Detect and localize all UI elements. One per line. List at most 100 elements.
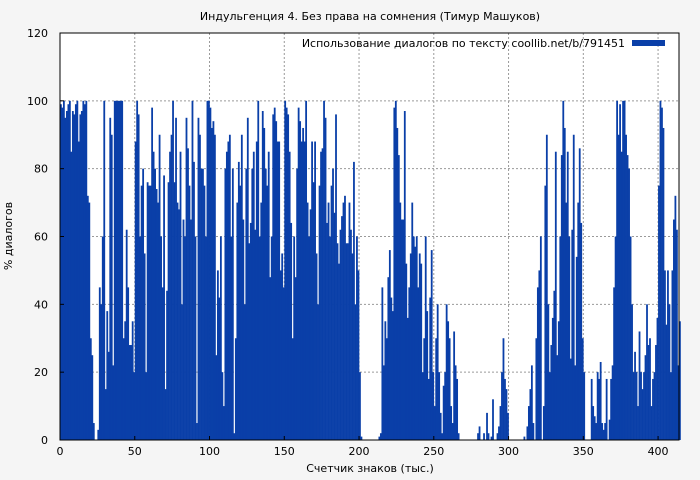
bar	[483, 433, 485, 440]
bar	[394, 100, 397, 440]
bar	[402, 219, 405, 440]
bar	[433, 406, 436, 440]
bar	[246, 117, 249, 440]
bar	[264, 168, 267, 441]
bar	[560, 155, 563, 440]
bar	[388, 250, 391, 440]
bar	[504, 378, 506, 440]
bar	[559, 236, 562, 440]
bar	[454, 365, 457, 440]
bar	[530, 365, 533, 440]
bar	[602, 429, 605, 440]
bar	[151, 107, 154, 441]
bar	[222, 406, 225, 440]
bar	[181, 304, 183, 440]
bar	[536, 287, 539, 441]
bar	[478, 426, 481, 440]
bar	[444, 372, 447, 440]
bar	[384, 321, 387, 440]
bar	[357, 270, 360, 440]
bar	[490, 436, 493, 440]
bar	[279, 270, 282, 440]
bar	[155, 189, 158, 440]
bar	[176, 202, 179, 440]
bar	[74, 104, 77, 440]
bar	[218, 297, 221, 440]
bar	[317, 304, 319, 440]
bar	[405, 263, 408, 440]
bar	[202, 168, 204, 441]
bar	[191, 100, 194, 440]
bar	[670, 372, 672, 440]
bar	[647, 345, 650, 440]
bar	[655, 345, 657, 440]
bar	[91, 355, 94, 440]
y-tick-label: 20	[34, 366, 48, 379]
bar	[596, 372, 599, 440]
x-tick-label: 0	[57, 445, 64, 458]
bar	[566, 151, 569, 440]
bar	[216, 270, 219, 440]
bar	[236, 202, 239, 440]
bar	[400, 219, 403, 440]
bar	[170, 134, 173, 440]
bar	[240, 134, 243, 440]
bar	[551, 317, 554, 440]
bar	[140, 185, 143, 441]
bar	[83, 104, 86, 440]
bar	[270, 236, 273, 440]
bar	[590, 378, 593, 440]
bar	[614, 236, 617, 440]
bar	[110, 134, 113, 440]
bar	[321, 148, 324, 440]
bar	[239, 185, 242, 441]
bar	[415, 236, 418, 440]
bar	[68, 100, 71, 440]
legend: Использование диалогов по тексту coollib…	[302, 37, 665, 50]
bar	[130, 345, 133, 440]
bar	[409, 253, 412, 440]
bar	[80, 111, 83, 440]
bar	[173, 182, 176, 441]
bar	[309, 209, 312, 440]
bar	[359, 372, 361, 440]
bar	[308, 236, 310, 440]
bar	[616, 100, 618, 440]
bar	[142, 168, 145, 441]
bar	[547, 304, 550, 440]
bar	[665, 324, 668, 440]
bar	[70, 151, 73, 440]
bar	[502, 338, 505, 440]
bar	[257, 100, 260, 440]
bar	[538, 270, 541, 440]
grid	[60, 33, 679, 440]
bar	[574, 365, 577, 440]
bar	[477, 433, 479, 440]
bar	[580, 222, 583, 440]
bar	[492, 399, 494, 440]
bar	[345, 243, 348, 440]
bar	[251, 168, 254, 441]
x-tick-label: 350	[573, 445, 594, 458]
bar	[330, 185, 333, 441]
bar	[100, 304, 103, 440]
bar	[439, 412, 442, 440]
bar	[248, 243, 251, 440]
bar	[254, 229, 257, 440]
bar	[146, 182, 149, 441]
bar	[486, 412, 488, 440]
bar	[622, 100, 624, 440]
bar	[414, 246, 417, 440]
bar	[97, 429, 100, 440]
bar	[335, 114, 337, 441]
bar	[556, 355, 559, 440]
bar	[73, 114, 76, 441]
bar	[288, 151, 291, 440]
bar	[79, 114, 82, 441]
bar	[399, 202, 402, 440]
y-tick-label: 100	[27, 95, 48, 108]
bar	[237, 161, 240, 440]
bar	[562, 100, 565, 440]
